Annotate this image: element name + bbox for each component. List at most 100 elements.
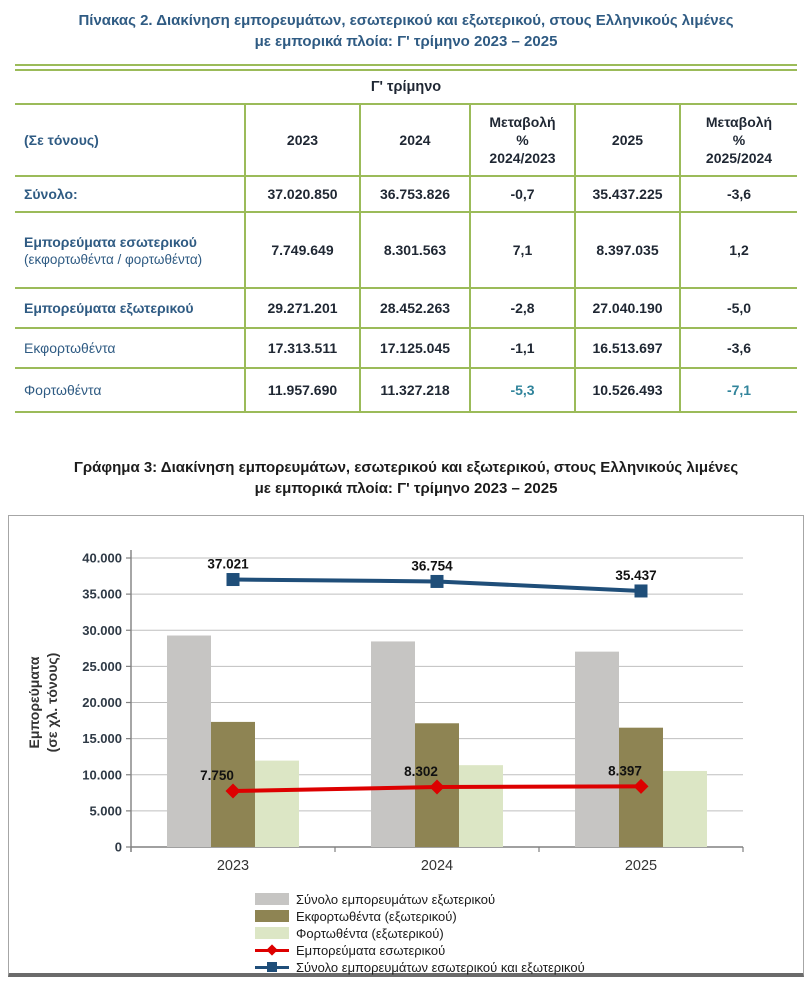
legend-bar-swatch	[255, 893, 289, 905]
y-tick-label: 0	[115, 840, 122, 855]
cell-change2: -5,0	[679, 287, 797, 329]
column-header-change-2025-2024: Μεταβολή % 2025/2024	[679, 103, 797, 177]
cell-2025: 8.397.035	[574, 211, 681, 289]
row-label: Εκφορτωθέντα	[15, 327, 246, 369]
table-title: Πίνακας 2. Διακίνηση εμπορευμάτων, εσωτε…	[20, 10, 792, 52]
cell-2024: 36.753.826	[359, 175, 471, 213]
table-row-total: Σύνολο: 37.020.850 36.753.826 -0,7 35.43…	[15, 175, 797, 213]
square-marker	[634, 584, 648, 598]
bar	[255, 760, 299, 847]
y-tick-label: 20.000	[82, 695, 122, 710]
cargo-table-wrapper: Γ' τρίμηνο (Σε τόνους) 2023 2024 Μεταβολ…	[15, 64, 797, 413]
cell-2023: 37.020.850	[244, 175, 361, 213]
table-row-foreign: Εμπορεύματα εξωτερικού 29.271.201 28.452…	[15, 287, 797, 329]
square-marker	[430, 574, 444, 588]
cargo-table: Γ' τρίμηνο (Σε τόνους) 2023 2024 Μεταβολ…	[15, 69, 797, 413]
square-marker	[226, 573, 240, 587]
legend-label: Εμπορεύματα εσωτερικού	[296, 942, 446, 958]
data-label: 8.397	[608, 763, 642, 778]
diamond-marker	[633, 778, 649, 794]
bar	[167, 635, 211, 847]
chart-legend: Σύνολο εμπορευμάτων εξωτερικού Εκφορτωθέν…	[255, 891, 803, 975]
cell-2023: 11.957.690	[244, 367, 361, 413]
cell-2024: 17.125.045	[359, 327, 471, 369]
legend-label: Φορτωθέντα (εξωτερικού)	[296, 925, 444, 941]
table-quarter-row: Γ' τρίμηνο	[15, 69, 797, 105]
cell-2023: 7.749.649	[244, 211, 361, 289]
table-top-rule	[15, 64, 797, 66]
table-row-domestic: Εμπορεύματα εσωτερικού (εκφορτωθέντα / φ…	[15, 211, 797, 289]
row-label-main: Εμπορεύματα εσωτερικού	[24, 233, 197, 250]
row-label-sub: (εκφορτωθέντα / φορτωθέντα)	[24, 251, 203, 267]
legend-bar-swatch	[255, 910, 289, 922]
row-label: Εμπορεύματα εξωτερικού	[15, 287, 246, 329]
data-label: 36.754	[411, 558, 453, 573]
x-category-label: 2023	[217, 858, 249, 874]
y-tick-label: 15.000	[82, 731, 122, 746]
data-label: 37.021	[207, 557, 249, 572]
legend-line-diamond-swatch	[255, 944, 289, 957]
cell-change1: -0,7	[469, 175, 576, 213]
legend-item: Εμπορεύματα εσωτερικού	[255, 942, 803, 958]
chart-canvas: 40.000 35.000 30.000 25.000 20.000 15.000 10.0…	[26, 550, 744, 874]
cell-2024: 8.301.563	[359, 211, 471, 289]
y-tick-label: 5.000	[89, 803, 122, 818]
y-axis-title: Εμπορεύματα	[26, 656, 42, 748]
cell-2025: 10.526.493	[574, 367, 681, 413]
cell-change2: -7,1	[679, 367, 797, 413]
row-label: Εμπορεύματα εσωτερικού (εκφορτωθέντα / φ…	[15, 211, 246, 289]
cell-2024: 11.327.218	[359, 367, 471, 413]
legend-label: Σύνολο εμπορευμάτων εξωτερικού	[296, 891, 496, 907]
y-tick-label: 30.000	[82, 623, 122, 638]
column-header-2025: 2025	[574, 103, 681, 177]
cell-change2: -3,6	[679, 327, 797, 369]
bar	[459, 765, 503, 847]
legend-item: Εκφορτωθέντα (εξωτερικού)	[255, 908, 803, 924]
legend-line-square-swatch	[255, 961, 289, 974]
data-label: 35.437	[615, 568, 656, 583]
column-header-2024: 2024	[359, 103, 471, 177]
column-header-change-2024-2023: Μεταβολή % 2024/2023	[469, 103, 576, 177]
legend-item: Σύνολο εμπορευμάτων εξωτερικού	[255, 891, 803, 907]
legend-label: Σύνολο εμπορευμάτων εσωτερικού και εξωτε…	[296, 959, 585, 975]
report-page: Πίνακας 2. Διακίνηση εμπορευμάτων, εσωτε…	[0, 10, 812, 988]
table-title-line1: Πίνακας 2. Διακίνηση εμπορευμάτων, εσωτε…	[78, 12, 734, 29]
cell-2025: 16.513.697	[574, 327, 681, 369]
cell-2024: 28.452.263	[359, 287, 471, 329]
legend-item: Φορτωθέντα (εξωτερικού)	[255, 925, 803, 941]
x-category-label: 2025	[625, 858, 657, 874]
cell-change1: -2,8	[469, 287, 576, 329]
cell-change1: -1,1	[469, 327, 576, 369]
column-header-unit: (Σε τόνους)	[15, 103, 246, 177]
cell-2023: 17.313.511	[244, 327, 361, 369]
bar	[663, 770, 707, 847]
table-row-loaded: Φορτωθέντα 11.957.690 11.327.218 -5,3 10…	[15, 367, 797, 413]
legend-item: Σύνολο εμπορευμάτων εσωτερικού και εξωτε…	[255, 959, 803, 975]
bar	[371, 641, 415, 847]
row-label: Φορτωθέντα	[15, 367, 246, 413]
table-title-line2: με εμπορικά πλοία: Γ' τρίμηνο 2023 – 202…	[254, 33, 558, 50]
cell-2023: 29.271.201	[244, 287, 361, 329]
data-label: 8.302	[404, 764, 438, 779]
y-tick-label: 35.000	[82, 587, 122, 602]
bar	[575, 651, 619, 847]
column-header-2023: 2023	[244, 103, 361, 177]
cell-2025: 35.437.225	[574, 175, 681, 213]
chart-title-line2: με εμπορικά πλοία: Γ' τρίμηνο 2023 – 202…	[254, 480, 558, 497]
y-axis-title: (σε χλ. τόνους)	[44, 653, 60, 753]
cell-2025: 27.040.190	[574, 287, 681, 329]
cell-change1: -5,3	[469, 367, 576, 413]
legend-label: Εκφορτωθέντα (εξωτερικού)	[296, 908, 457, 924]
data-label: 7.750	[200, 768, 234, 783]
diamond-marker	[225, 783, 241, 799]
legend-bar-swatch	[255, 927, 289, 939]
diamond-marker	[429, 779, 445, 795]
x-category-label: 2024	[421, 858, 453, 874]
cell-change2: 1,2	[679, 211, 797, 289]
y-tick-label: 25.000	[82, 659, 122, 674]
table-row-unloaded: Εκφορτωθέντα 17.313.511 17.125.045 -1,1 …	[15, 327, 797, 369]
chart-container: 40.000 35.000 30.000 25.000 20.000 15.000 10.0…	[8, 515, 804, 977]
quarter-header: Γ' τρίμηνο	[15, 69, 797, 105]
cell-change1: 7,1	[469, 211, 576, 289]
y-tick-label: 40.000	[82, 551, 122, 566]
